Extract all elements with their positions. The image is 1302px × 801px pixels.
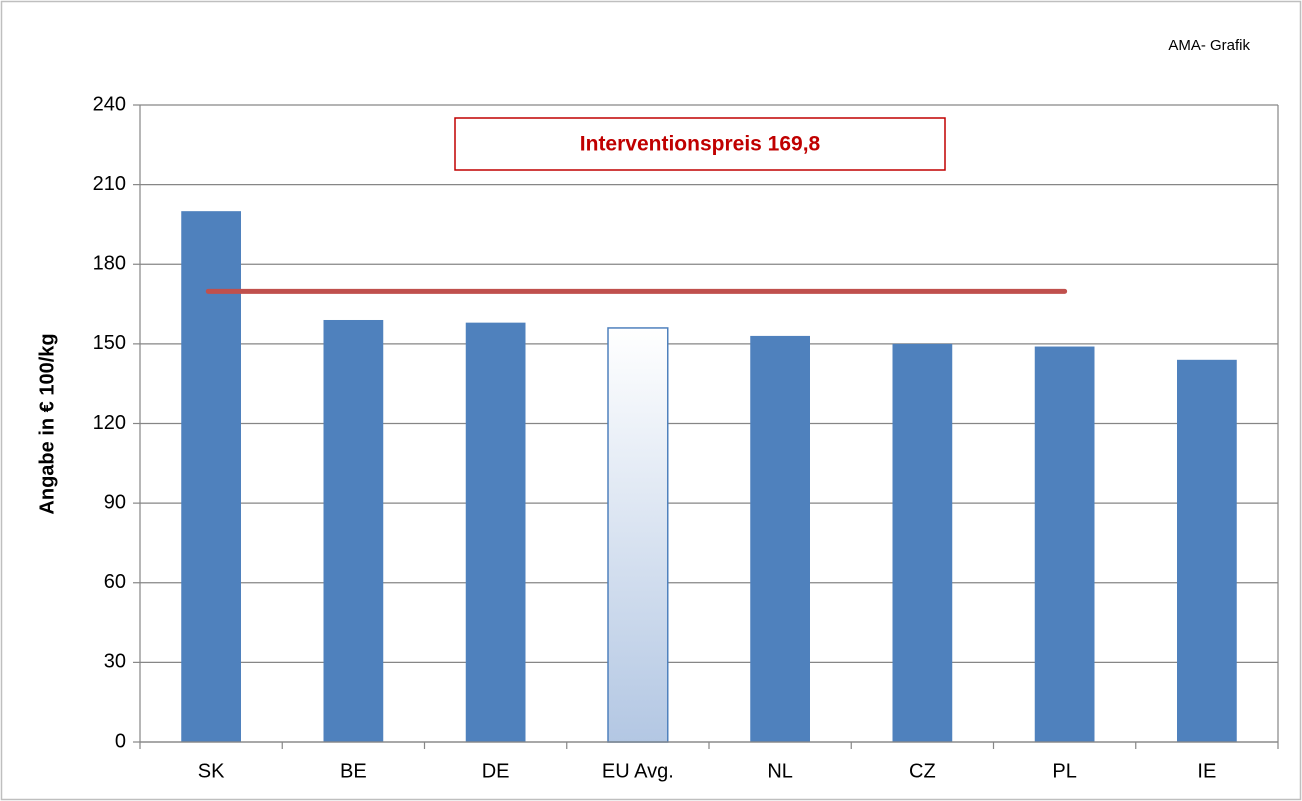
y-tick-label: 30	[104, 651, 126, 673]
bar	[607, 327, 669, 743]
y-tick-label: 60	[104, 571, 126, 593]
y-axis-label: Angabe in € 100/kg	[36, 333, 58, 514]
y-tick-label: 150	[93, 332, 126, 354]
bar	[750, 335, 810, 742]
bar	[465, 322, 526, 742]
x-tick-label: DE	[482, 760, 510, 782]
x-tick-label: IE	[1197, 760, 1216, 782]
y-tick-label: 90	[104, 491, 126, 513]
bar	[323, 319, 384, 742]
x-tick-label: NL	[767, 760, 793, 782]
x-tick-label: SK	[198, 760, 225, 782]
y-tick-label: 240	[93, 93, 126, 115]
x-tick-label: EU Avg.	[602, 760, 674, 782]
y-tick-label: 210	[93, 173, 126, 195]
x-tick-label: PL	[1052, 760, 1076, 782]
bar	[1034, 346, 1095, 742]
bar	[892, 343, 953, 742]
bar	[1177, 359, 1237, 742]
source: AMA- Grafik	[1168, 37, 1250, 54]
y-tick-label: 0	[115, 730, 126, 752]
annotation-box	[454, 117, 946, 171]
annotation: Interventionspreis 169,8	[580, 133, 821, 156]
y-tick-label: 120	[93, 412, 126, 434]
y-tick-label: 180	[93, 253, 126, 275]
x-tick-label: CZ	[909, 760, 936, 782]
x-tick-label: BE	[340, 760, 367, 782]
bar	[181, 211, 241, 742]
